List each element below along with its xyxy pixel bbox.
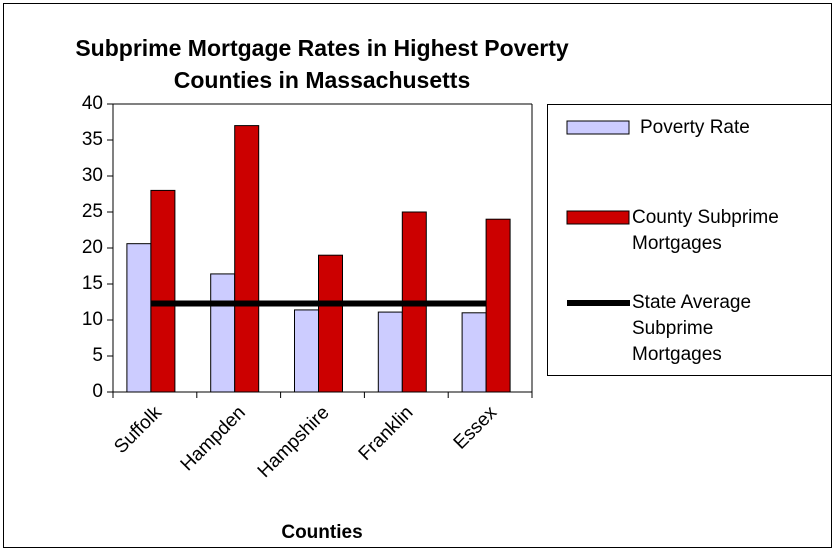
bar — [234, 125, 260, 393]
bar — [377, 311, 403, 393]
bar — [126, 243, 152, 393]
y-tick-label: 20 — [82, 237, 103, 258]
legend-label: Poverty Rate — [640, 117, 750, 138]
y-tick-label: 10 — [82, 309, 103, 330]
y-tick-label: 5 — [92, 345, 103, 366]
bar — [461, 312, 487, 393]
legend-label: County Subprime Mortgages — [632, 207, 779, 254]
y-tick-label: 35 — [82, 129, 103, 150]
bar — [318, 254, 343, 393]
legend-label: State Average Subprime Mortgages — [632, 292, 752, 365]
bar — [294, 309, 319, 393]
legend-swatch — [566, 210, 630, 225]
bar — [150, 189, 176, 393]
legend-box — [547, 104, 832, 376]
bar — [485, 218, 511, 393]
bar — [210, 273, 236, 393]
legend-swatch — [566, 120, 630, 135]
x-axis-label: Counties — [281, 522, 363, 543]
y-tick-label: 15 — [82, 273, 103, 294]
y-tick-label: 25 — [82, 201, 103, 222]
y-tick-label: 0 — [92, 381, 103, 402]
y-tick-label: 30 — [82, 165, 103, 186]
y-tick-label: 40 — [82, 93, 103, 114]
chart-title: Subprime Mortgage Rates in Highest Pover… — [75, 35, 569, 93]
